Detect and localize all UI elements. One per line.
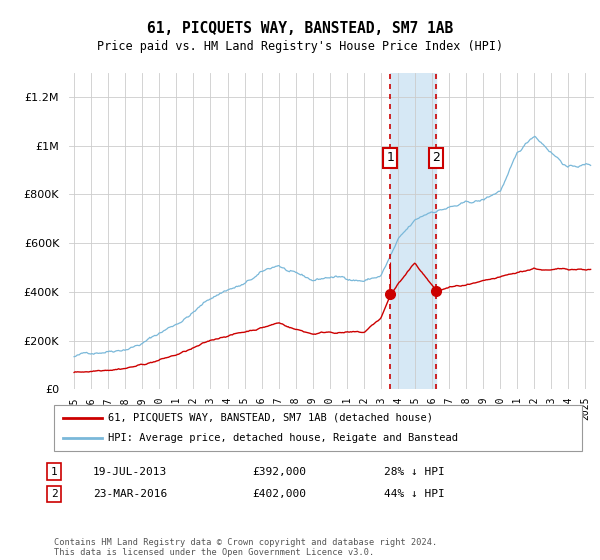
- Text: 23-MAR-2016: 23-MAR-2016: [93, 489, 167, 499]
- Text: Contains HM Land Registry data © Crown copyright and database right 2024.
This d: Contains HM Land Registry data © Crown c…: [54, 538, 437, 557]
- Text: £402,000: £402,000: [252, 489, 306, 499]
- Bar: [390, 73, 436, 389]
- Text: 19-JUL-2013: 19-JUL-2013: [93, 466, 167, 477]
- Text: 2: 2: [50, 489, 58, 499]
- Text: 28% ↓ HPI: 28% ↓ HPI: [384, 466, 445, 477]
- Text: HPI: Average price, detached house, Reigate and Banstead: HPI: Average price, detached house, Reig…: [108, 433, 458, 443]
- Text: £392,000: £392,000: [252, 466, 306, 477]
- Text: 44% ↓ HPI: 44% ↓ HPI: [384, 489, 445, 499]
- Text: 2: 2: [432, 152, 440, 165]
- Text: 1: 1: [386, 152, 394, 165]
- Text: 1: 1: [50, 466, 58, 477]
- Text: 61, PICQUETS WAY, BANSTEAD, SM7 1AB: 61, PICQUETS WAY, BANSTEAD, SM7 1AB: [147, 21, 453, 36]
- Text: 61, PICQUETS WAY, BANSTEAD, SM7 1AB (detached house): 61, PICQUETS WAY, BANSTEAD, SM7 1AB (det…: [108, 413, 433, 423]
- Text: Price paid vs. HM Land Registry's House Price Index (HPI): Price paid vs. HM Land Registry's House …: [97, 40, 503, 53]
